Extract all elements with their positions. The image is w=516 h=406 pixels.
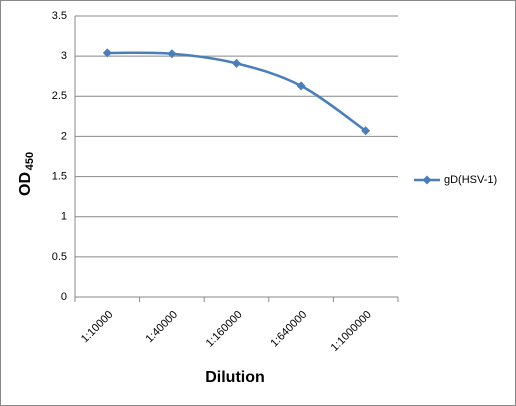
y-tick-label: 3.5 — [52, 10, 67, 22]
y-tick-label: 2 — [61, 130, 67, 142]
y-axis-title-group: OD 450 — [17, 152, 36, 196]
y-tick-label: 0 — [61, 291, 67, 303]
point — [361, 126, 371, 136]
x-axis-title: Dilution — [205, 369, 265, 386]
point — [232, 58, 241, 68]
y-tick-label: 0.5 — [52, 251, 67, 263]
y-axis-title-sub: 450 — [24, 152, 36, 170]
legend-label: gD(HSV-1) — [444, 174, 497, 186]
point — [296, 81, 306, 91]
point — [167, 49, 177, 59]
y-tick-label: 1 — [61, 211, 67, 223]
y-tick-label: 2.5 — [52, 90, 67, 102]
y-tick-label: 3 — [61, 50, 67, 62]
point — [102, 48, 112, 58]
legend-marker — [422, 175, 432, 185]
y-axis-title: OD — [17, 172, 34, 196]
y-tick-label: 1.5 — [52, 170, 67, 182]
